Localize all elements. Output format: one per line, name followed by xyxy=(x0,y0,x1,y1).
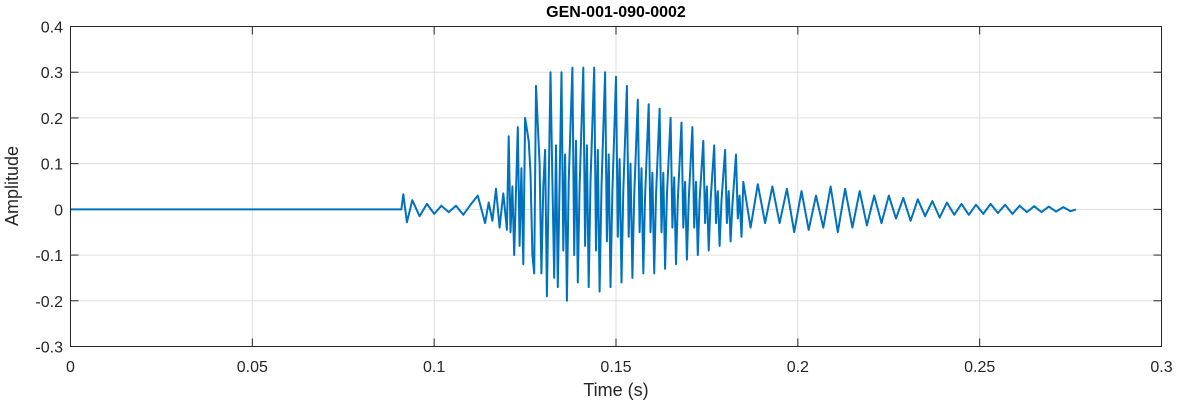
y-axis-label: Amplitude xyxy=(2,146,22,226)
chart-title: GEN-001-090-0002 xyxy=(546,4,686,21)
y-tick-label: -0.2 xyxy=(35,294,63,311)
plot-frame xyxy=(70,26,1162,347)
y-tick-label: 0.2 xyxy=(41,111,63,128)
y-axis-ticks: -0.3 -0.2 -0.1 0 0.1 0.2 0.3 0.4 xyxy=(35,20,1162,357)
x-tick-label: 0.15 xyxy=(600,359,631,376)
y-tick-label: 0.1 xyxy=(41,157,63,174)
y-tick-label: 0.3 xyxy=(41,65,63,82)
x-tick-label: 0.05 xyxy=(237,359,268,376)
x-tick-label: 0.1 xyxy=(423,359,445,376)
grid xyxy=(70,26,1162,347)
x-tick-label: 0.3 xyxy=(1150,359,1172,376)
x-tick-label: 0.25 xyxy=(964,359,995,376)
y-tick-label: -0.3 xyxy=(35,340,63,357)
x-tick-label: 0.2 xyxy=(787,359,809,376)
amplitude-series-line xyxy=(70,66,1077,302)
y-tick-label: -0.1 xyxy=(35,248,63,265)
y-tick-label: 0 xyxy=(54,202,63,219)
y-tick-label: 0.4 xyxy=(41,20,63,37)
x-axis-ticks: 0 0.05 0.1 0.15 0.2 0.25 0.3 xyxy=(66,26,1173,376)
x-axis-label: Time (s) xyxy=(583,380,648,400)
x-tick-label: 0 xyxy=(66,359,75,376)
